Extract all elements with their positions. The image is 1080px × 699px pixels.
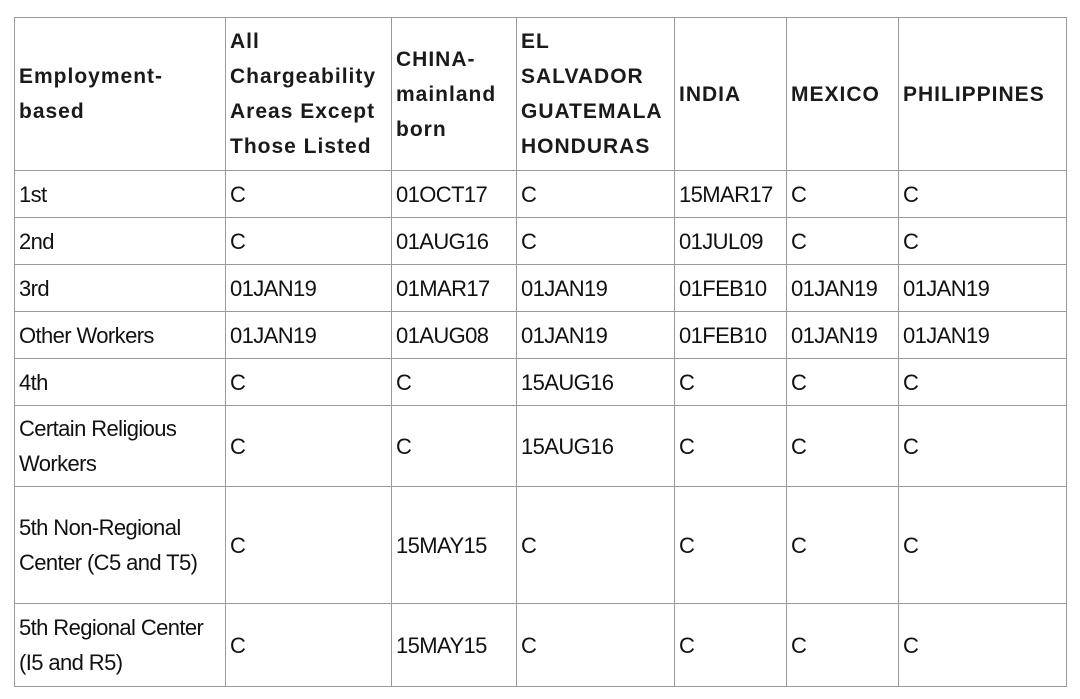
table-cell: C — [674, 603, 787, 687]
table-cell: C — [786, 405, 899, 487]
header-row: Employment-based All Chargeability Areas … — [14, 17, 1067, 171]
table-cell: C — [516, 217, 675, 265]
table-cell: 01JAN19 — [225, 264, 392, 312]
table-row: Certain Religious Workers C C 15AUG16 C C C — [14, 405, 1067, 487]
table-cell: C — [225, 405, 392, 487]
column-header: INDIA — [674, 17, 787, 171]
table-cell: 01JAN19 — [786, 311, 899, 359]
row-label: 2nd — [14, 217, 226, 265]
table-cell: C — [516, 170, 675, 218]
column-header: MEXICO — [786, 17, 899, 171]
column-header: CHINA-mainland born — [391, 17, 517, 171]
table-row: 5th Regional Center (I5 and R5) C 15MAY15 C… — [14, 603, 1067, 687]
table-cell: C — [786, 358, 899, 406]
table-cell: 01JUL09 — [674, 217, 787, 265]
table-cell: 01JAN19 — [516, 264, 675, 312]
table-cell: C — [225, 170, 392, 218]
table-cell: 01OCT17 — [391, 170, 517, 218]
table-cell: C — [786, 217, 899, 265]
column-header: EL SALVADOR GUATEMALA HONDURAS — [516, 17, 675, 171]
table-cell: 01JAN19 — [516, 311, 675, 359]
table-cell: 01AUG16 — [391, 217, 517, 265]
table-cell: C — [898, 358, 1067, 406]
table-cell: 01AUG08 — [391, 311, 517, 359]
table-cell: 15MAY15 — [391, 486, 517, 604]
table-cell: 15AUG16 — [516, 358, 675, 406]
table-cell: C — [674, 405, 787, 487]
table-cell: 01MAR17 — [391, 264, 517, 312]
table-row: 1st C 01OCT17 C 15MAR17 C C — [14, 170, 1067, 218]
table-cell: C — [516, 603, 675, 687]
table-cell: 15AUG16 — [516, 405, 675, 487]
row-label: 5th Non-Regional Center (C5 and T5) — [14, 486, 226, 604]
table-row: Other Workers 01JAN19 01AUG08 01JAN19 01FEB1… — [14, 311, 1067, 359]
visa-bulletin-table: Employment-based All Chargeability Areas … — [14, 17, 1067, 687]
table-cell: 01FEB10 — [674, 264, 787, 312]
column-header: Employment-based — [14, 17, 226, 171]
table-cell: C — [674, 358, 787, 406]
table-cell: C — [786, 603, 899, 687]
table-cell: 01JAN19 — [898, 264, 1067, 312]
table-cell: C — [391, 405, 517, 487]
column-header: All Chargeability Areas Except Those Lis… — [225, 17, 392, 171]
table-row: 3rd 01JAN19 01MAR17 01JAN19 01FEB10 01JAN19 01… — [14, 264, 1067, 312]
row-label: Other Workers — [14, 311, 226, 359]
table-cell: 01FEB10 — [674, 311, 787, 359]
row-label: Certain Religious Workers — [14, 405, 226, 487]
row-label: 5th Regional Center (I5 and R5) — [14, 603, 226, 687]
table-row: 5th Non-Regional Center (C5 and T5) C 15MA… — [14, 486, 1067, 604]
table-cell: C — [786, 486, 899, 604]
table-cell: 01JAN19 — [225, 311, 392, 359]
table-cell: 15MAR17 — [674, 170, 787, 218]
table-row: 2nd C 01AUG16 C 01JUL09 C C — [14, 217, 1067, 265]
table-row: 4th C C 15AUG16 C C C — [14, 358, 1067, 406]
table-cell: 15MAY15 — [391, 603, 517, 687]
table-cell: C — [674, 486, 787, 604]
table-cell: C — [786, 170, 899, 218]
table-cell: C — [898, 405, 1067, 487]
table-cell: C — [516, 486, 675, 604]
table-cell: 01JAN19 — [786, 264, 899, 312]
table-cell: C — [898, 217, 1067, 265]
table-cell: C — [225, 486, 392, 604]
table-cell: C — [898, 603, 1067, 687]
table-cell: C — [225, 217, 392, 265]
table-cell: C — [898, 486, 1067, 604]
table-cell: C — [225, 358, 392, 406]
column-header: PHILIPPINES — [898, 17, 1067, 171]
row-label: 4th — [14, 358, 226, 406]
row-label: 3rd — [14, 264, 226, 312]
table-cell: C — [391, 358, 517, 406]
table-cell: 01JAN19 — [898, 311, 1067, 359]
row-label: 1st — [14, 170, 226, 218]
table-cell: C — [898, 170, 1067, 218]
table-cell: C — [225, 603, 392, 687]
